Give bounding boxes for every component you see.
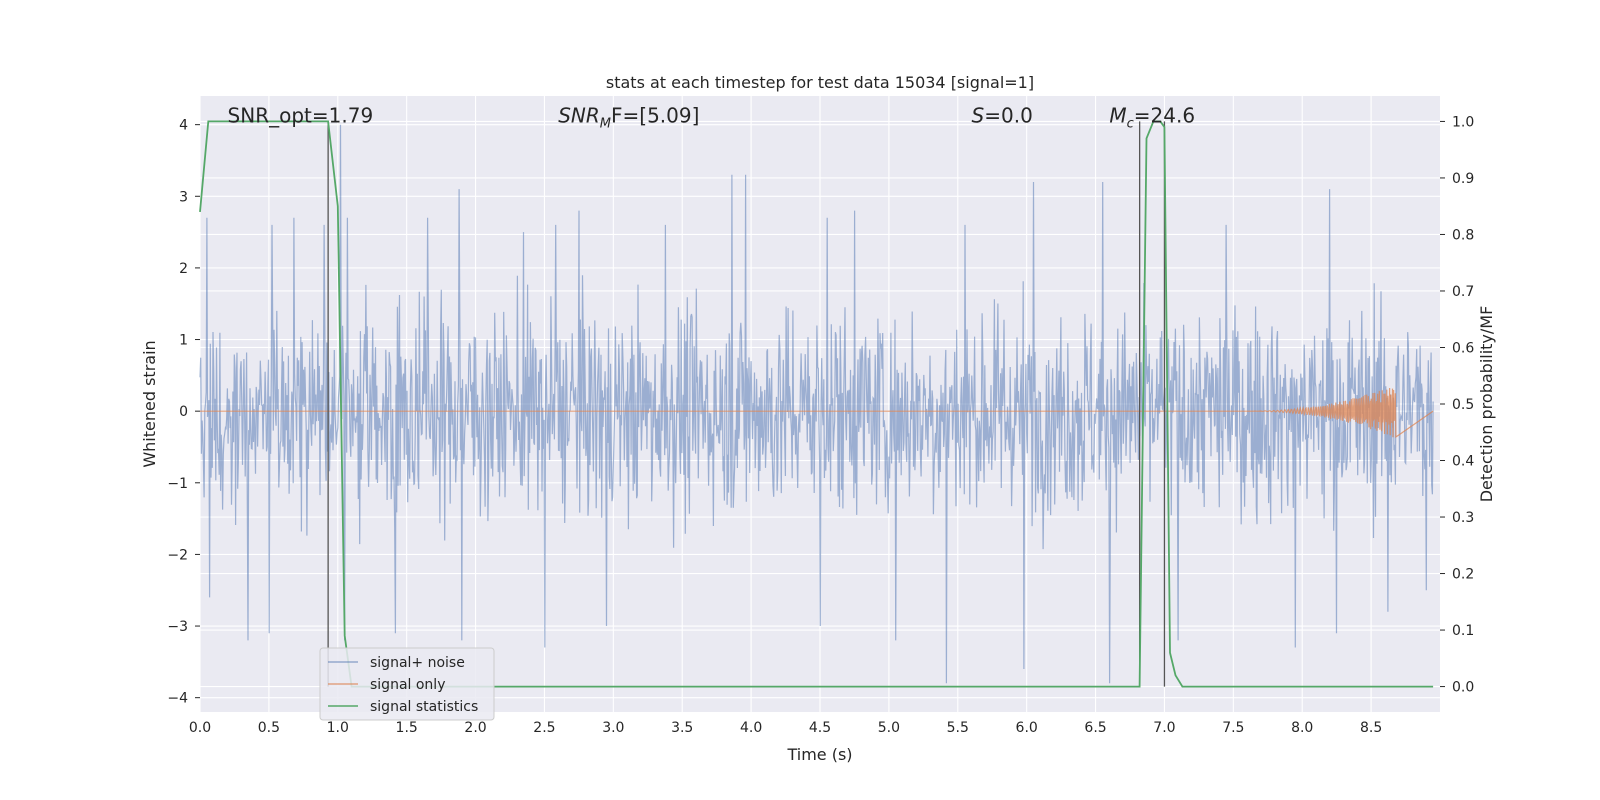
y2-tick-label: 0.1 bbox=[1452, 623, 1474, 639]
annotation-value: =24.6 bbox=[1134, 104, 1195, 128]
annotation-value: =0.0 bbox=[984, 104, 1033, 128]
y-tick-label: −1 bbox=[167, 476, 188, 492]
legend: signal+ noise signal only signal statist… bbox=[319, 647, 495, 721]
signal-only-line bbox=[200, 387, 1434, 439]
x-tick-label: 7.0 bbox=[1153, 720, 1175, 736]
y-tick-label: −2 bbox=[167, 547, 188, 563]
signal-noise-line bbox=[199, 124, 1434, 684]
annotation-main: M bbox=[1109, 104, 1126, 128]
x-tick-label: 3.5 bbox=[671, 720, 693, 736]
annotation-text: SNR_opt=1.79 bbox=[228, 104, 374, 128]
signal-statistics-line bbox=[199, 120, 1434, 688]
x-tick-label: 5.5 bbox=[947, 720, 969, 736]
annotation-text: S=0.0 bbox=[972, 104, 1033, 128]
annotation-value: F=[5.09] bbox=[611, 104, 699, 128]
signal-statistics-series bbox=[199, 120, 1434, 688]
y-axis-label: Whitened strain bbox=[140, 340, 159, 467]
legend-label-noise: signal+ noise bbox=[370, 655, 465, 671]
y2-tick-label: 0.6 bbox=[1452, 340, 1474, 356]
x-tick-label: 3.0 bbox=[602, 720, 624, 736]
x-tick-label: 0.5 bbox=[258, 720, 280, 736]
y2-tick-label: 0.8 bbox=[1452, 227, 1474, 243]
y-tick-label: 3 bbox=[179, 189, 188, 205]
y2-tick-label: 0.7 bbox=[1452, 284, 1474, 300]
x-tick-label: 5.0 bbox=[878, 720, 900, 736]
x-tick-label: 0.0 bbox=[189, 720, 211, 736]
x-tick-label: 4.0 bbox=[740, 720, 762, 736]
x-tick-label: 8.5 bbox=[1360, 720, 1382, 736]
x-tick-label: 1.0 bbox=[327, 720, 349, 736]
y-tick-label: 4 bbox=[179, 118, 188, 134]
y2-tick-label: 0.4 bbox=[1452, 454, 1474, 470]
y2-tick-label: 0.9 bbox=[1452, 171, 1474, 187]
annotation-main: S bbox=[972, 104, 985, 128]
legend-box bbox=[319, 647, 495, 721]
y-tick-label: 1 bbox=[179, 333, 188, 349]
y-tick-label: −3 bbox=[167, 619, 188, 635]
x-tick-label: 6.5 bbox=[1084, 720, 1106, 736]
x-axis-label: Time (s) bbox=[786, 745, 852, 764]
y-tick-label: 2 bbox=[179, 261, 188, 277]
x-tick-label: 6.0 bbox=[1016, 720, 1038, 736]
annotation-main: SNR_opt=1.79 bbox=[228, 104, 374, 128]
signal-only-series bbox=[200, 387, 1434, 439]
x-tick-label: 4.5 bbox=[809, 720, 831, 736]
chart-title: stats at each timestep for test data 150… bbox=[606, 73, 1034, 92]
legend-label-signal: signal only bbox=[370, 677, 445, 693]
y-tick-label: −4 bbox=[167, 691, 188, 707]
annotation-text: Mc=24.6 bbox=[1109, 104, 1195, 132]
y2-ticks: 0.0 0.1 0.2 0.3 0.4 0.5 0.6 0.7 0.8 0.9 1.0 bbox=[1440, 114, 1474, 696]
y2-tick-label: 0.2 bbox=[1452, 567, 1474, 583]
x-tick-label: 2.0 bbox=[464, 720, 486, 736]
annotation-subscript: c bbox=[1127, 117, 1134, 132]
y-ticks: −4 −3 −2 −1 0 1 2 3 4 bbox=[167, 118, 200, 707]
y2-axis-label: Detection probability/MF bbox=[1477, 306, 1496, 503]
x-tick-label: 2.5 bbox=[533, 720, 555, 736]
legend-label-stats: signal statistics bbox=[370, 699, 478, 715]
annotation-main: SNR bbox=[558, 104, 600, 128]
annotation-text: SNRMF=[5.09] bbox=[558, 104, 699, 132]
signal-noise-series bbox=[199, 124, 1434, 684]
x-tick-label: 8.0 bbox=[1291, 720, 1313, 736]
annotations: SNR_opt=1.79 SNRMF=[5.09] S=0.0 Mc=24.6 bbox=[228, 104, 1195, 132]
x-tick-label: 7.5 bbox=[1222, 720, 1244, 736]
x-tick-label: 1.5 bbox=[396, 720, 418, 736]
y2-tick-label: 0.5 bbox=[1452, 397, 1474, 413]
y-tick-label: 0 bbox=[179, 404, 188, 420]
x-ticks: 0.0 0.5 1.0 1.5 2.0 2.5 3.0 3.5 4.0 4.5 5.0 5.5 6.0 6… bbox=[189, 720, 1382, 736]
annotation-subscript: M bbox=[600, 117, 611, 132]
y2-tick-label: 0.0 bbox=[1452, 680, 1474, 696]
y2-tick-label: 0.3 bbox=[1452, 510, 1474, 526]
y2-tick-label: 1.0 bbox=[1452, 114, 1474, 130]
